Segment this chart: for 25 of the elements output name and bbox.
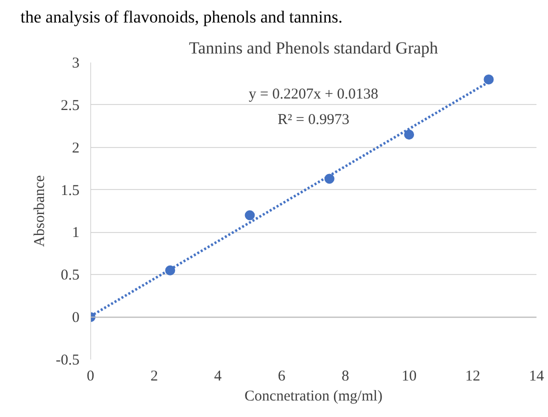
annotation: R² = 0.9973	[278, 112, 350, 128]
annotation: y = 0.2207x + 0.0138	[248, 86, 378, 103]
y-tick-label: 0.5	[60, 268, 80, 284]
x-tick-label: 4	[214, 368, 222, 384]
y-tick-label: 2.5	[60, 98, 80, 114]
y-tick-label: 0	[72, 310, 80, 326]
y-tick-label: 1.5	[60, 182, 80, 199]
chart-title: Tannins and Phenols standard Graph	[188, 38, 439, 58]
point	[244, 210, 255, 220]
y-tick-label: 1	[72, 225, 80, 242]
point	[404, 130, 414, 140]
x-tick-label: 6	[278, 368, 286, 384]
x-tick-label: 14	[529, 368, 544, 384]
y-tick-label: -0.5	[56, 352, 80, 368]
x-tick-label: 8	[342, 368, 350, 384]
y-tick-label: 2	[72, 140, 80, 156]
point	[484, 74, 494, 84]
x-tick-label: 10	[402, 368, 417, 384]
text: the analysis of flavonoids, phenols and tannins.	[20, 8, 343, 26]
y-tick-label: 3	[72, 56, 80, 72]
x-tick-label: 2	[150, 368, 158, 384]
x-tick-label: 0	[86, 368, 94, 384]
x-axis-title: Concnetration (mg/ml)	[244, 388, 382, 404]
x-tick-label: 12	[465, 368, 480, 384]
y-axis-title: Absorbance	[32, 174, 48, 247]
